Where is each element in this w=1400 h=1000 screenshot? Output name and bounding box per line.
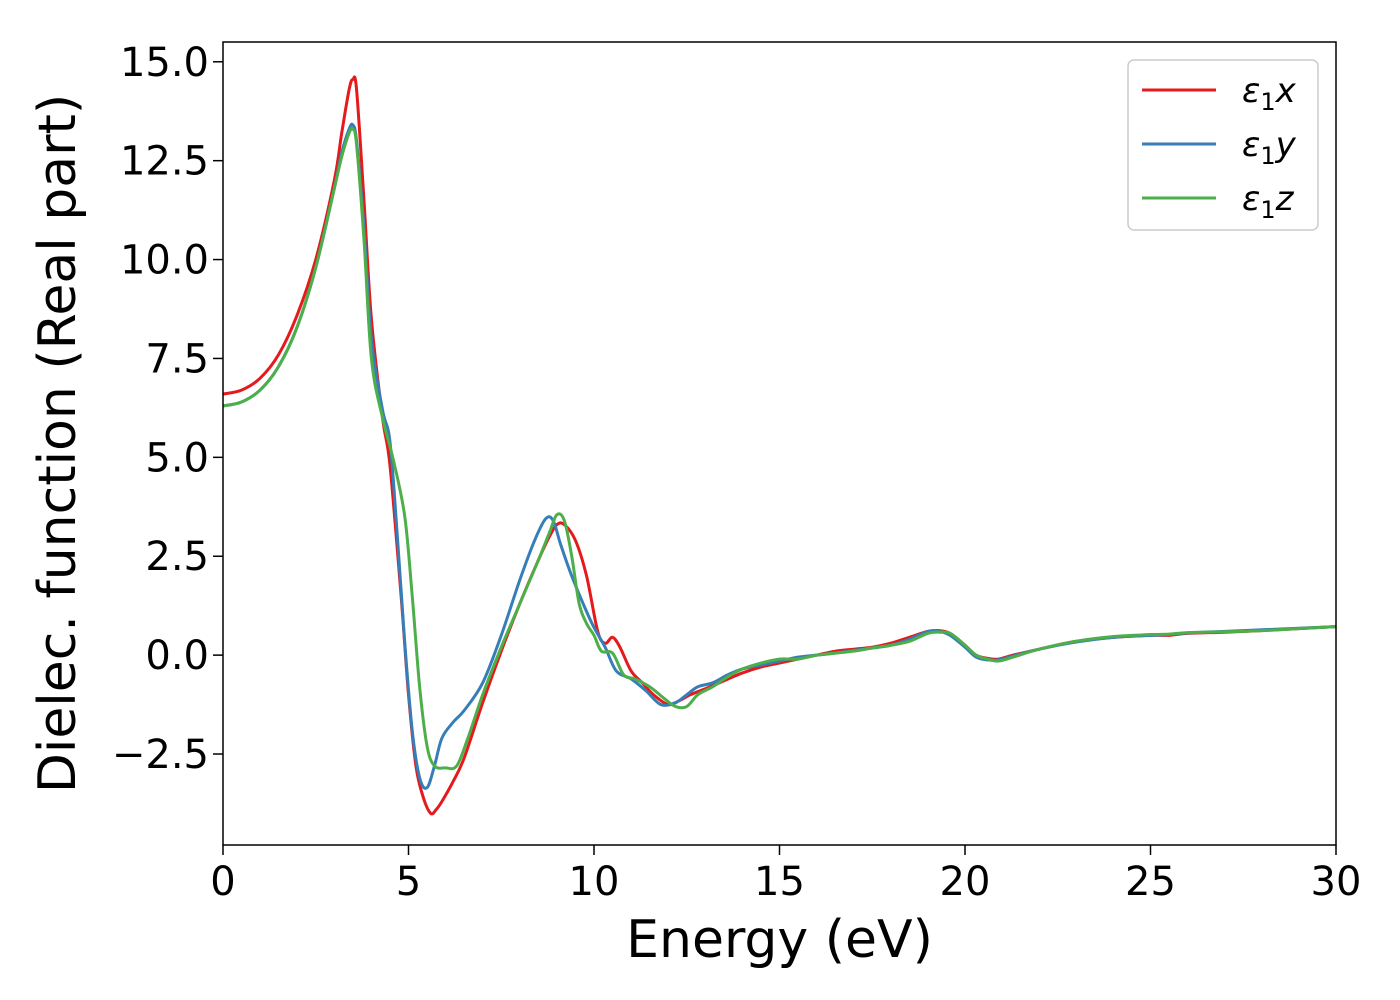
x-tick-label: 20 (940, 859, 991, 905)
y-tick-label: 10.0 (120, 238, 209, 284)
series-layer (223, 75, 1336, 816)
series-line-z (223, 126, 1336, 771)
x-tick-label: 25 (1125, 859, 1176, 905)
y-tick-label: 5.0 (145, 435, 209, 481)
legend-box (1127, 59, 1319, 231)
y-tick-label: 7.5 (145, 336, 209, 382)
y-tick-label: 15.0 (120, 40, 209, 86)
y-axis: −2.5 0.0 2.5 5.0 7.5 10.0 12.5 15.0 (112, 40, 223, 778)
y-tick-label: 2.5 (145, 534, 209, 580)
x-axis: 0 5 10 15 20 25 30 (210, 845, 1361, 905)
x-tick-label: 0 (210, 859, 235, 905)
legend-label: ε1z (1242, 179, 1295, 224)
legend-item-x: ε1x (1142, 71, 1297, 116)
y-axis-label: Dielec. function (Real part) (28, 94, 88, 793)
x-tick-label: 15 (754, 859, 805, 905)
legend-item-y: ε1y (1142, 125, 1297, 170)
y-tick-label: −2.5 (112, 732, 209, 778)
legend: ε1x ε1y ε1z (1127, 59, 1319, 231)
legend-label: ε1y (1242, 125, 1297, 170)
x-axis-label: Energy (eV) (626, 910, 933, 970)
legend-item-z: ε1z (1142, 179, 1295, 224)
legend-label: ε1x (1242, 71, 1297, 116)
x-tick-label: 30 (1311, 859, 1362, 905)
x-tick-label: 5 (396, 859, 421, 905)
y-tick-label: 12.5 (120, 139, 209, 185)
y-tick-label: 0.0 (145, 633, 209, 679)
x-tick-label: 10 (569, 859, 620, 905)
